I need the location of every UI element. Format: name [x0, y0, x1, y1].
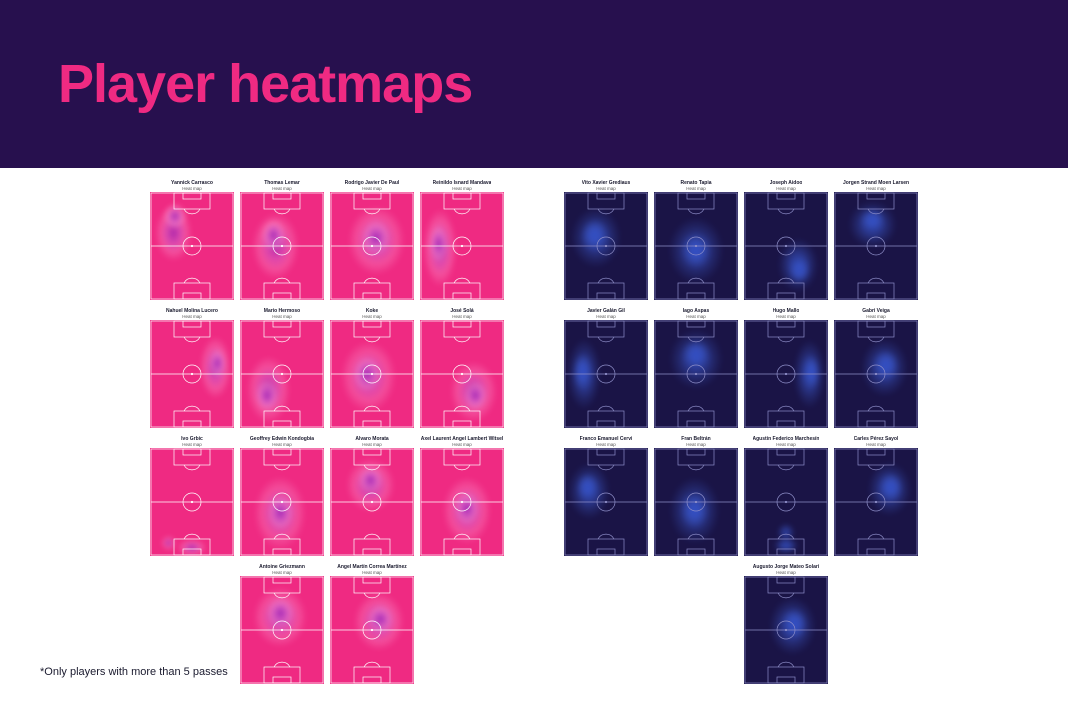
page-title: Player heatmaps [58, 53, 472, 115]
player-heatmap: Axel Laurent Angel Lambert WitselHeat ma… [420, 436, 504, 556]
player-name-label: José SoláHeat map [450, 308, 473, 320]
pitch [240, 192, 324, 300]
player-name-label: Álvaro MorataHeat map [355, 436, 388, 448]
player-name-label: Rodrigo Javier De PaulHeat map [345, 180, 400, 192]
player-name-label: Gabri VeigaHeat map [862, 308, 890, 320]
player-heatmap: KokeHeat map [330, 308, 414, 428]
pitch [420, 320, 504, 428]
player-heatmap: Iago AspasHeat map [654, 308, 738, 428]
pitch [330, 192, 414, 300]
footnote: *Only players with more than 5 passes [40, 666, 228, 678]
player-heatmap: Reinildo Isnard MandavaHeat map [420, 180, 504, 300]
content-area: Yannick CarrascoHeat map Thomas LemarHea… [0, 180, 1068, 712]
pitch [330, 320, 414, 428]
player-name-label: Jorgen Strand Moen LarsenHeat map [843, 180, 909, 192]
pitch [834, 192, 918, 300]
pitch [240, 448, 324, 556]
player-heatmap: Rodrigo Javier De PaulHeat map [330, 180, 414, 300]
player-heatmap: Joseph AidooHeat map [744, 180, 828, 300]
player-name-label: Mario HermosoHeat map [264, 308, 300, 320]
player-name-label: Augusto Jorge Mateo SolariHeat map [753, 564, 819, 576]
player-name-label: Antoine GriezmannHeat map [259, 564, 305, 576]
player-name-label: Geoffrey Edwin KondogbiaHeat map [250, 436, 314, 448]
pitch [330, 576, 414, 684]
player-heatmap: Álvaro MorataHeat map [330, 436, 414, 556]
player-name-label: Joseph AidooHeat map [770, 180, 803, 192]
player-name-label: Iago AspasHeat map [683, 308, 710, 320]
player-name-label: Carles Pérez SayolHeat map [854, 436, 899, 448]
player-heatmap: Thomas LemarHeat map [240, 180, 324, 300]
player-heatmap: Vito Xavier GrediausHeat map [564, 180, 648, 300]
player-heatmap: Geoffrey Edwin KondogbiaHeat map [240, 436, 324, 556]
player-name-label: Renato TapiaHeat map [680, 180, 711, 192]
pitch [744, 448, 828, 556]
player-name-label: Fran BeltránHeat map [681, 436, 710, 448]
pitch [420, 448, 504, 556]
player-name-label: KokeHeat map [362, 308, 382, 320]
player-heatmap: Gabri VeigaHeat map [834, 308, 918, 428]
pitch [744, 192, 828, 300]
pitch [150, 192, 234, 300]
player-heatmap: Hugo MalloHeat map [744, 308, 828, 428]
pitch [654, 192, 738, 300]
player-heatmap: Jorgen Strand Moen LarsenHeat map [834, 180, 918, 300]
teams-row: Yannick CarrascoHeat map Thomas LemarHea… [40, 180, 1028, 684]
player-name-label: Axel Laurent Angel Lambert WitselHeat ma… [421, 436, 504, 448]
pitch [564, 192, 648, 300]
team-grid-teamA: Yannick CarrascoHeat map Thomas LemarHea… [150, 180, 504, 684]
team-grid-teamB: Vito Xavier GrediausHeat map Renato Tapi… [564, 180, 918, 684]
pitch [240, 576, 324, 684]
player-name-label: Thomas LemarHeat map [264, 180, 300, 192]
player-name-label: Reinildo Isnard MandavaHeat map [433, 180, 492, 192]
player-heatmap: Renato TapiaHeat map [654, 180, 738, 300]
player-heatmap: Carles Pérez SayolHeat map [834, 436, 918, 556]
pitch [420, 192, 504, 300]
player-heatmap: Yannick CarrascoHeat map [150, 180, 234, 300]
player-heatmap: José SoláHeat map [420, 308, 504, 428]
player-name-label: Agustín Federico MarchesínHeat map [753, 436, 820, 448]
player-heatmap: Javier Galán GilHeat map [564, 308, 648, 428]
player-name-label: Vito Xavier GrediausHeat map [582, 180, 631, 192]
pitch [564, 320, 648, 428]
player-name-label: Hugo MalloHeat map [773, 308, 800, 320]
pitch [834, 320, 918, 428]
player-heatmap: Antoine GriezmannHeat map [240, 564, 324, 684]
player-heatmap: Nahuel Molina LuceroHeat map [150, 308, 234, 428]
player-name-label: Ivo GrbicHeat map [181, 436, 203, 448]
pitch [654, 448, 738, 556]
pitch [654, 320, 738, 428]
player-heatmap: Franco Emanuel CerviHeat map [564, 436, 648, 556]
player-heatmap: Ángel Martín Correa MartínezHeat map [330, 564, 414, 684]
pitch [150, 448, 234, 556]
player-heatmap: Augusto Jorge Mateo SolariHeat map [744, 564, 828, 684]
player-name-label: Ángel Martín Correa MartínezHeat map [337, 564, 406, 576]
player-heatmap: Agustín Federico MarchesínHeat map [744, 436, 828, 556]
pitch [834, 448, 918, 556]
player-name-label: Nahuel Molina LuceroHeat map [166, 308, 218, 320]
player-name-label: Javier Galán GilHeat map [587, 308, 625, 320]
pitch [150, 320, 234, 428]
pitch [240, 320, 324, 428]
pitch [744, 576, 828, 684]
player-name-label: Yannick CarrascoHeat map [171, 180, 213, 192]
title-banner: Player heatmaps [0, 0, 1068, 168]
pitch [744, 320, 828, 428]
pitch [564, 448, 648, 556]
pitch [330, 448, 414, 556]
player-heatmap: Fran BeltránHeat map [654, 436, 738, 556]
player-heatmap: Ivo GrbicHeat map [150, 436, 234, 556]
player-heatmap: Mario HermosoHeat map [240, 308, 324, 428]
player-name-label: Franco Emanuel CerviHeat map [580, 436, 633, 448]
